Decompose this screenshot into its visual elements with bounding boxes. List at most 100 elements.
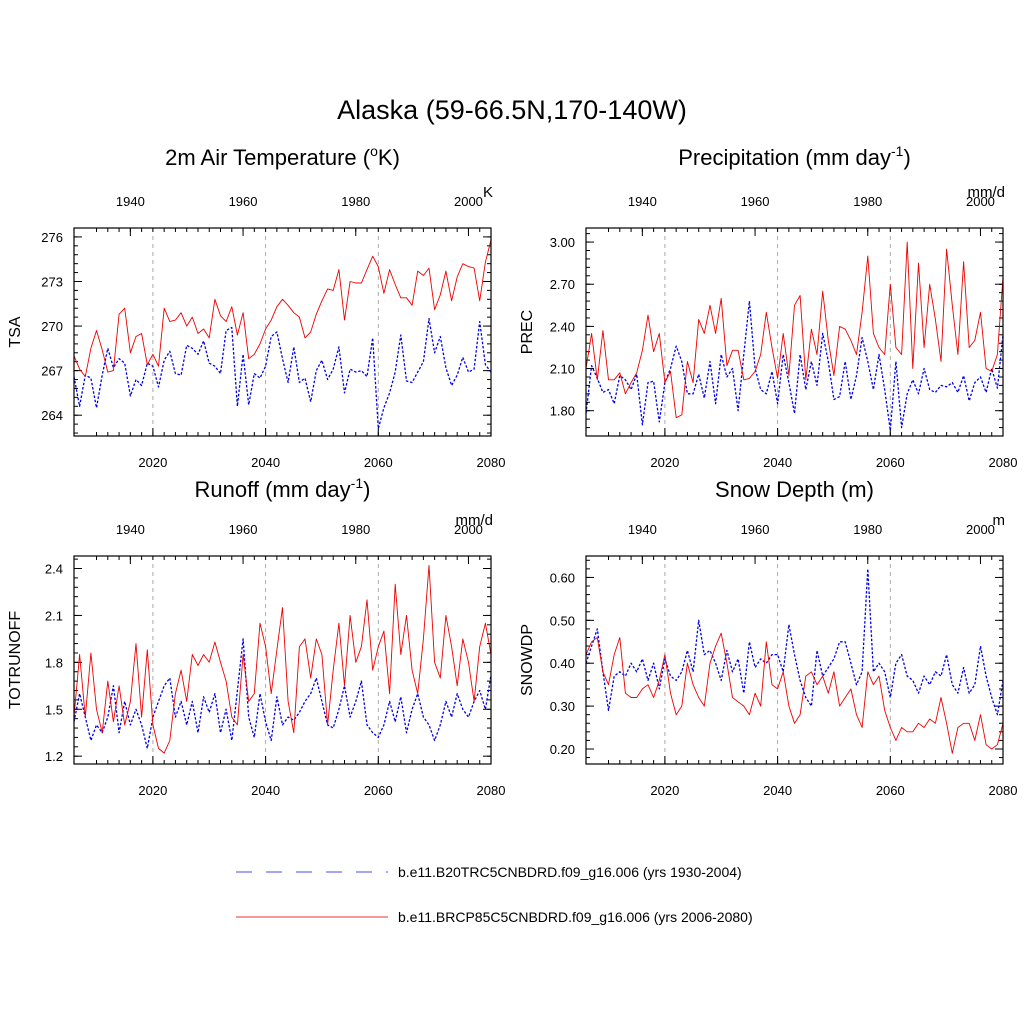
plot-frame: [585, 227, 1004, 437]
x-tick-label-top: 1940: [116, 522, 145, 537]
units-label: mm/d: [968, 184, 1006, 201]
series-group: [586, 241, 1003, 432]
x-tick-label-bottom: 2080: [989, 455, 1018, 470]
x-tick-label-top: 1960: [229, 194, 258, 209]
panel-title-superscript: -1: [351, 475, 364, 491]
x-tick-label-top: 2000: [966, 194, 995, 209]
legend-label: b.e11.B20TRC5CNBDRD.f09_g16.006 (yrs 193…: [398, 864, 742, 880]
y-tick-label: 0.30: [550, 699, 575, 714]
panel-title-tail: K): [378, 145, 400, 170]
y-tick-label: 1.8: [45, 655, 63, 670]
x-tick-label-bottom: 2080: [989, 783, 1018, 798]
y-tick-label: 2.70: [550, 277, 575, 292]
panel-3: Runoff (mm day-1) mm/d 1.2 1.5 1.8 2.1 2.4 2020…: [7, 475, 506, 798]
units-label: K: [483, 184, 493, 201]
panel-title-tail: ): [903, 145, 910, 170]
x-tick-label-bottom: 2040: [763, 455, 792, 470]
x-tick-label-bottom: 2020: [138, 783, 167, 798]
x-tick-label-top: 1980: [853, 522, 882, 537]
x-tick-label-bottom: 2080: [477, 783, 506, 798]
x-tick-label-bottom: 2060: [876, 455, 905, 470]
units-label: mm/d: [456, 512, 494, 529]
series-line-historical: [586, 300, 1003, 432]
series-line-rcp85: [586, 241, 1003, 419]
x-tick-label-bottom: 2040: [763, 783, 792, 798]
panel-title: Precipitation (mm day-1): [678, 143, 911, 170]
x-tick-label-bottom: 2060: [364, 455, 393, 470]
y-tick-label: 0.50: [550, 613, 575, 628]
x-tick-label-bottom: 2060: [364, 783, 393, 798]
y-axis-label: SNOWDP: [519, 624, 536, 696]
y-tick-label: 2.1: [45, 608, 63, 623]
x-tick-label-top: 1940: [628, 194, 657, 209]
legend-entry-2: b.e11.BRCP85C5CNBDRD.f09_g16.006 (yrs 20…: [236, 909, 753, 925]
x-tick-label-bottom: 2040: [251, 455, 280, 470]
panel-title-superscript: o: [370, 143, 378, 159]
units-label: m: [993, 512, 1006, 529]
x-tick-label-top: 1940: [628, 522, 657, 537]
y-tick-label: 276: [41, 230, 63, 245]
y-axis-label: TOTRUNOFF: [7, 611, 24, 710]
series-line-rcp85: [74, 239, 491, 378]
x-tick-label-top: 2000: [454, 194, 483, 209]
x-tick-label-bottom: 2020: [138, 455, 167, 470]
x-tick-label-top: 2000: [454, 522, 483, 537]
series-group: [74, 239, 491, 430]
panel-title: 2m Air Temperature (oK): [165, 143, 400, 170]
plot-frame: [73, 555, 492, 765]
x-tick-label-bottom: 2020: [650, 783, 679, 798]
y-tick-label: 1.80: [550, 404, 575, 419]
legend: b.e11.B20TRC5CNBDRD.f09_g16.006 (yrs 193…: [236, 864, 753, 925]
panel-title: Runoff (mm day-1): [195, 475, 371, 502]
y-tick-label: 0.60: [550, 570, 575, 585]
panel-4: Snow Depth (m) m 0.20 0.30 0.40 0.50 0.60 2020 2…: [519, 477, 1018, 798]
panel-1: 2m Air Temperature (oK) K 264 267 270 273 276 2…: [7, 143, 505, 470]
y-axis-label: PREC: [519, 310, 536, 354]
x-tick-label-top: 1940: [116, 194, 145, 209]
y-tick-label: 2.4: [45, 562, 63, 577]
panel-title-main: Runoff (mm day: [195, 477, 351, 502]
panel-title-main: Precipitation (mm day: [678, 145, 891, 170]
y-tick-label: 2.40: [550, 319, 575, 334]
x-tick-label-top: 1980: [341, 522, 370, 537]
y-tick-label: 2.10: [550, 362, 575, 377]
panel-title-tail: ): [363, 477, 370, 502]
x-tick-label-top: 1960: [229, 522, 258, 537]
y-tick-label: 3.00: [550, 235, 575, 250]
series-group: [586, 568, 1003, 754]
plot-frame: [585, 555, 1004, 765]
y-tick-label: 264: [41, 408, 63, 423]
y-axis-label: TSA: [7, 316, 24, 347]
y-tick-label: 0.20: [550, 742, 575, 757]
series-line-historical: [586, 568, 1003, 716]
x-tick-label-top: 1960: [741, 522, 770, 537]
x-tick-label-top: 1980: [853, 194, 882, 209]
panel-title-superscript: -1: [891, 143, 904, 159]
series-line-rcp85: [74, 564, 491, 754]
series-line-historical: [74, 638, 491, 750]
x-tick-label-top: 1980: [341, 194, 370, 209]
x-tick-label-bottom: 2040: [251, 783, 280, 798]
x-tick-label-top: 2000: [966, 522, 995, 537]
y-tick-label: 0.40: [550, 656, 575, 671]
panel-title-main: Snow Depth (m): [715, 477, 874, 502]
series-line-rcp85: [586, 632, 1003, 754]
x-tick-label-bottom: 2020: [650, 455, 679, 470]
panel-2: Precipitation (mm day-1) mm/d 1.80 2.10 2.40…: [519, 143, 1018, 470]
x-tick-label-bottom: 2080: [477, 455, 506, 470]
y-tick-label: 270: [41, 319, 63, 334]
panel-title-main: 2m Air Temperature (: [165, 145, 371, 170]
y-tick-label: 1.5: [45, 702, 63, 717]
series-group: [74, 564, 491, 754]
y-tick-label: 273: [41, 274, 63, 289]
legend-entry-1: b.e11.B20TRC5CNBDRD.f09_g16.006 (yrs 193…: [236, 864, 742, 880]
legend-label: b.e11.BRCP85C5CNBDRD.f09_g16.006 (yrs 20…: [398, 909, 753, 925]
y-tick-label: 267: [41, 364, 63, 379]
panels: 2m Air Temperature (oK) K 264 267 270 273 276 2…: [7, 143, 1018, 798]
plot-frame: [73, 227, 492, 437]
figure-title: Alaska (59-66.5N,170-140W): [337, 95, 687, 125]
panel-title: Snow Depth (m): [715, 477, 874, 502]
x-tick-label-top: 1960: [741, 194, 770, 209]
